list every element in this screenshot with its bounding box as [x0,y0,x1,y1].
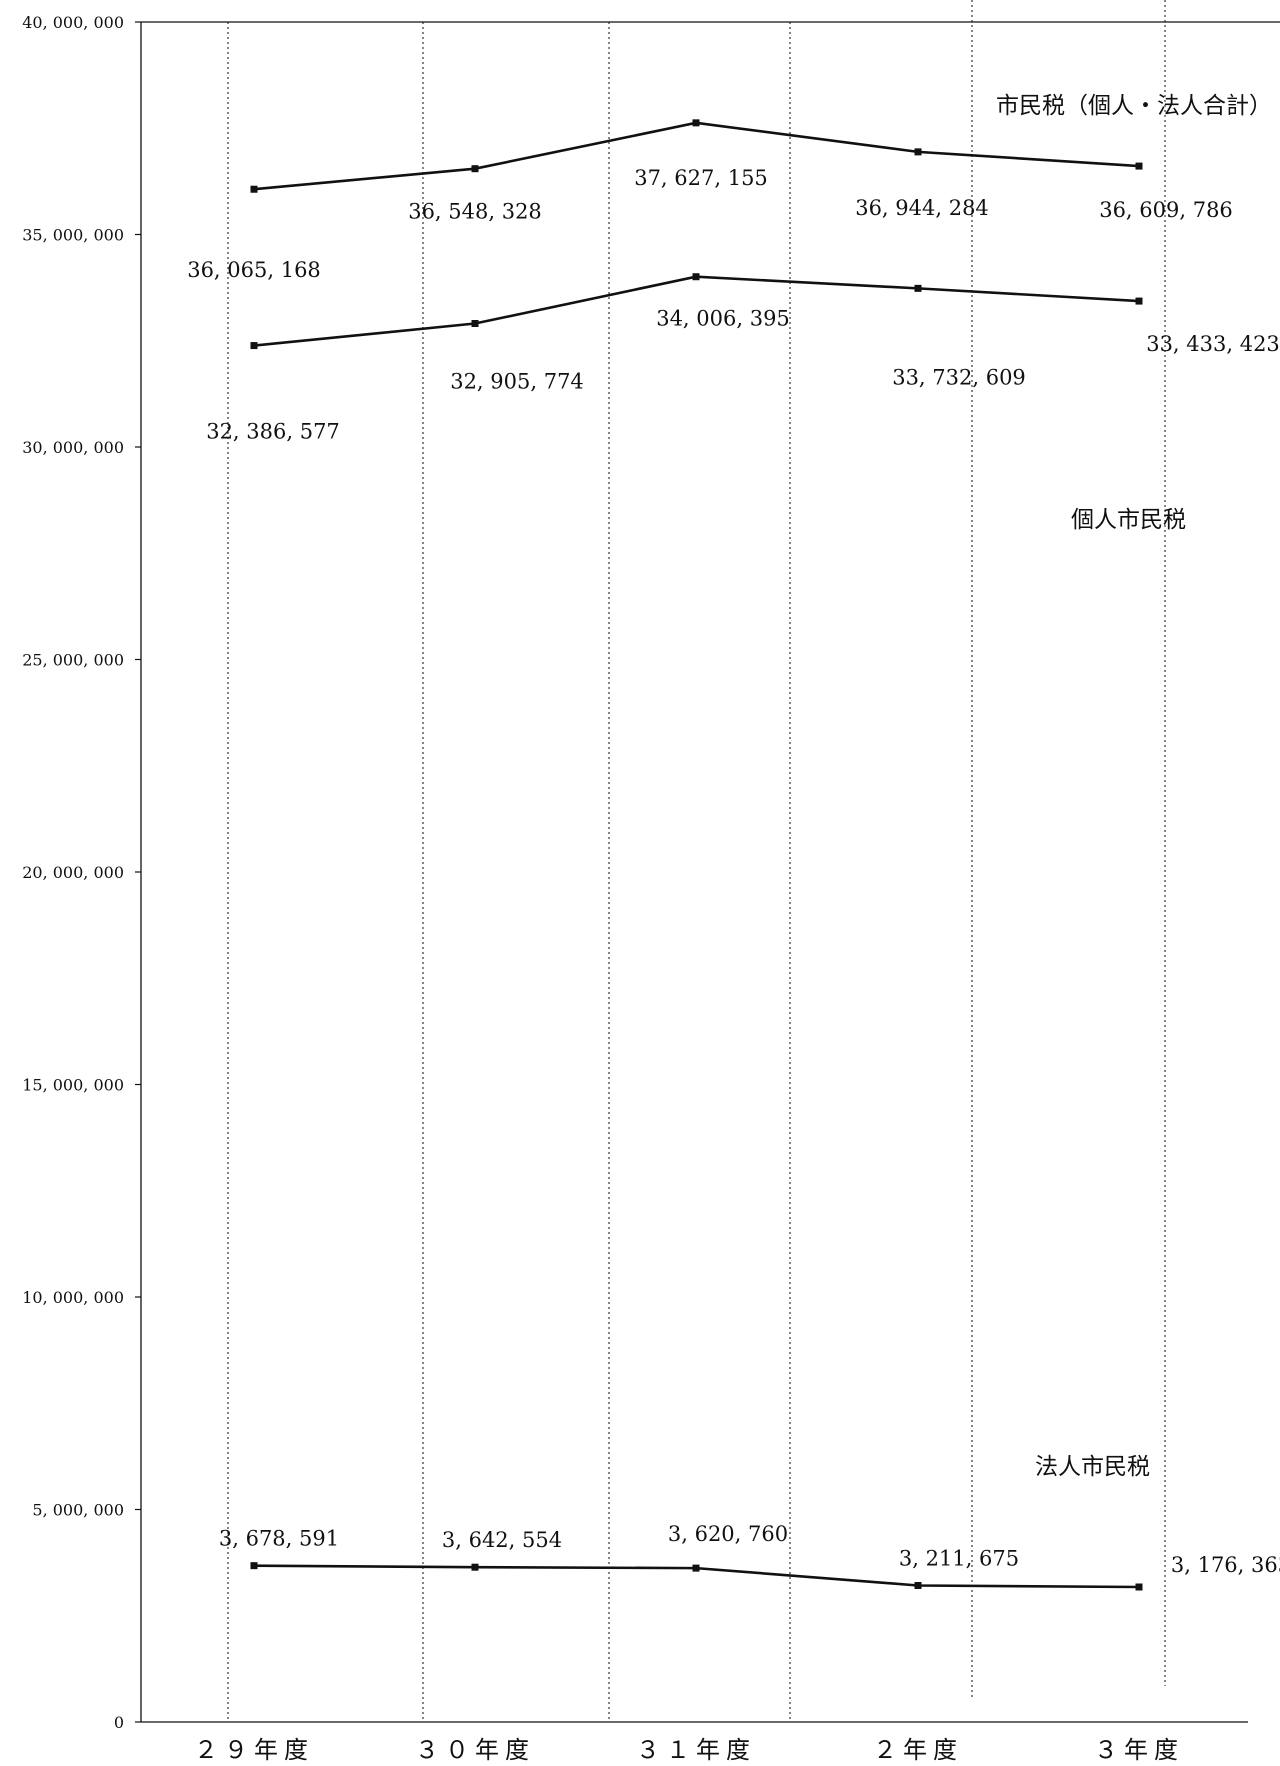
data-label: 32, 386, 577 [206,420,340,444]
data-label: 3, 642, 554 [442,1528,562,1552]
y-tick-label: 35, 000, 000 [22,226,124,245]
y-tick-label: 10, 000, 000 [22,1288,124,1307]
data-label: 3, 678, 591 [219,1527,339,1551]
series-1-point [692,119,700,127]
x-tick-label: ３年度 [1094,1736,1184,1764]
y-tick-label: 0 [114,1713,124,1732]
series-2-point [250,342,258,350]
y-tick-label: 5, 000, 000 [32,1501,124,1520]
series-3-point [471,1563,479,1571]
data-label: 33, 433, 423 [1146,332,1280,356]
series-layer [250,119,1143,1591]
data-label: 37, 627, 155 [634,166,768,190]
series-3-point [1135,1583,1143,1591]
y-tick-label: 20, 000, 000 [22,863,124,882]
x-tick-label: ２９年度 [194,1736,314,1764]
data-label: 3, 176, 363 [1171,1553,1280,1577]
series-name-label: 市民税（個人・法人合計） [996,93,1272,119]
series-2-point [914,284,922,292]
series-2-point [692,273,700,281]
series-name-label: 個人市民税 [1071,507,1186,533]
data-label: 32, 905, 774 [450,370,584,394]
data-label: 34, 006, 395 [656,307,790,331]
x-tick-label: ３０年度 [415,1736,535,1764]
series-1-point [1135,162,1143,170]
x-tick-label: ３１年度 [636,1736,756,1764]
data-label: 3, 211, 675 [899,1547,1019,1571]
axis-layer: 0 5, 000, 000 10, 000, 000 15, 000, 000 20, … [22,13,1280,1764]
series-3-point [250,1562,258,1570]
y-tick-label: 15, 000, 000 [22,1076,124,1095]
grid-layer [227,0,1166,1722]
label-layer: 36, 065, 168 36, 548, 328 37, 627, 155 36, … [187,93,1280,1577]
series-1-point [914,148,922,156]
data-label: 36, 944, 284 [855,196,989,220]
series-3-point [914,1582,922,1590]
data-label: 36, 548, 328 [408,200,542,224]
series-1-point [250,185,258,193]
x-tick-label: ２年度 [873,1736,963,1764]
y-tick-label: 30, 000, 000 [22,438,124,457]
data-label: 36, 609, 786 [1099,198,1233,222]
series-3-point [692,1564,700,1572]
y-tick-label: 40, 000, 000 [22,13,124,32]
y-tick-label: 25, 000, 000 [22,651,124,670]
data-label: 33, 732, 609 [892,365,1026,389]
series-2-point [1135,297,1143,305]
data-label: 3, 620, 760 [668,1522,788,1546]
series-2-point [471,320,479,328]
series-name-label: 法人市民税 [1035,1454,1150,1480]
data-label: 36, 065, 168 [187,258,321,282]
series-1-point [471,165,479,173]
